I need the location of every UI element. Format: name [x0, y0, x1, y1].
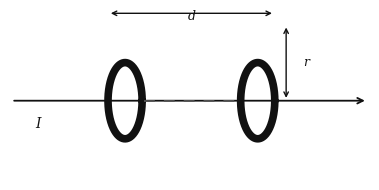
Text: r: r [303, 56, 309, 69]
Text: d: d [187, 10, 196, 23]
Text: I: I [35, 116, 41, 131]
